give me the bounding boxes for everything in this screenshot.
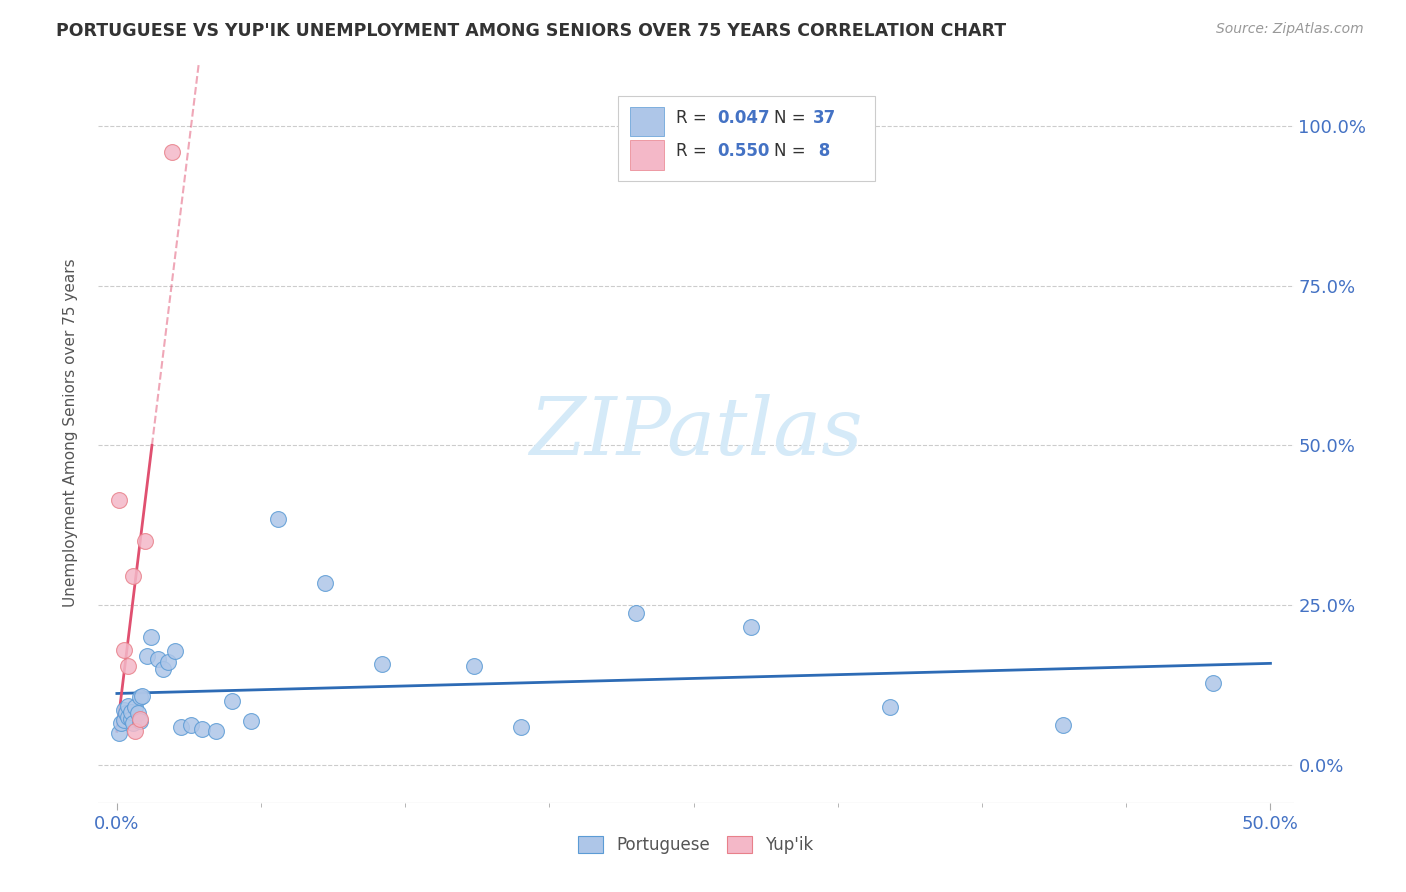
Point	[129, 712, 152, 726]
Point	[120, 705, 142, 719]
Point	[163, 644, 186, 658]
FancyBboxPatch shape	[630, 107, 664, 136]
Point	[112, 703, 135, 717]
Text: N =: N =	[773, 109, 810, 127]
Text: Source: ZipAtlas.com: Source: ZipAtlas.com	[1216, 22, 1364, 37]
Point	[239, 714, 262, 728]
Point	[127, 706, 149, 721]
Text: R =: R =	[676, 109, 711, 127]
Point	[122, 569, 145, 583]
Point	[170, 721, 193, 735]
FancyBboxPatch shape	[630, 140, 664, 169]
Y-axis label: Unemployment Among Seniors over 75 years: Unemployment Among Seniors over 75 years	[63, 259, 77, 607]
Point	[141, 630, 163, 644]
Point	[624, 606, 647, 620]
Point	[1052, 718, 1074, 732]
Point	[1202, 675, 1225, 690]
Point	[120, 712, 142, 726]
Text: 8: 8	[813, 143, 831, 161]
Point	[463, 658, 485, 673]
Point	[191, 723, 214, 737]
Point	[117, 709, 139, 723]
Point	[108, 492, 131, 507]
Point	[131, 689, 153, 703]
Text: 0.550: 0.550	[717, 143, 770, 161]
Point	[740, 620, 762, 634]
Point	[205, 724, 228, 739]
Point	[162, 145, 184, 159]
Point	[117, 698, 139, 713]
Point	[152, 662, 174, 676]
Point	[371, 657, 394, 671]
Point	[129, 714, 152, 728]
Point	[122, 716, 145, 731]
Point	[156, 656, 179, 670]
Point	[115, 706, 138, 721]
Text: N =: N =	[773, 143, 810, 161]
Point	[221, 694, 243, 708]
Point	[112, 642, 135, 657]
Point	[148, 652, 170, 666]
Point	[135, 648, 157, 663]
Point	[134, 534, 156, 549]
Point	[129, 690, 152, 705]
Point	[110, 716, 132, 731]
Point	[117, 658, 139, 673]
Legend: Portuguese, Yup'ik: Portuguese, Yup'ik	[572, 830, 820, 861]
Text: R =: R =	[676, 143, 711, 161]
FancyBboxPatch shape	[619, 95, 876, 181]
Point	[124, 724, 146, 739]
Text: 37: 37	[813, 109, 837, 127]
Point	[112, 713, 135, 727]
Point	[879, 700, 901, 714]
Point	[180, 718, 202, 732]
Point	[124, 700, 146, 714]
Point	[509, 721, 531, 735]
Text: ZIPatlas: ZIPatlas	[529, 394, 863, 471]
Point	[314, 575, 336, 590]
Text: 0.047: 0.047	[717, 109, 770, 127]
Point	[108, 725, 131, 739]
Text: PORTUGUESE VS YUP'IK UNEMPLOYMENT AMONG SENIORS OVER 75 YEARS CORRELATION CHART: PORTUGUESE VS YUP'IK UNEMPLOYMENT AMONG …	[56, 22, 1007, 40]
Point	[267, 512, 290, 526]
